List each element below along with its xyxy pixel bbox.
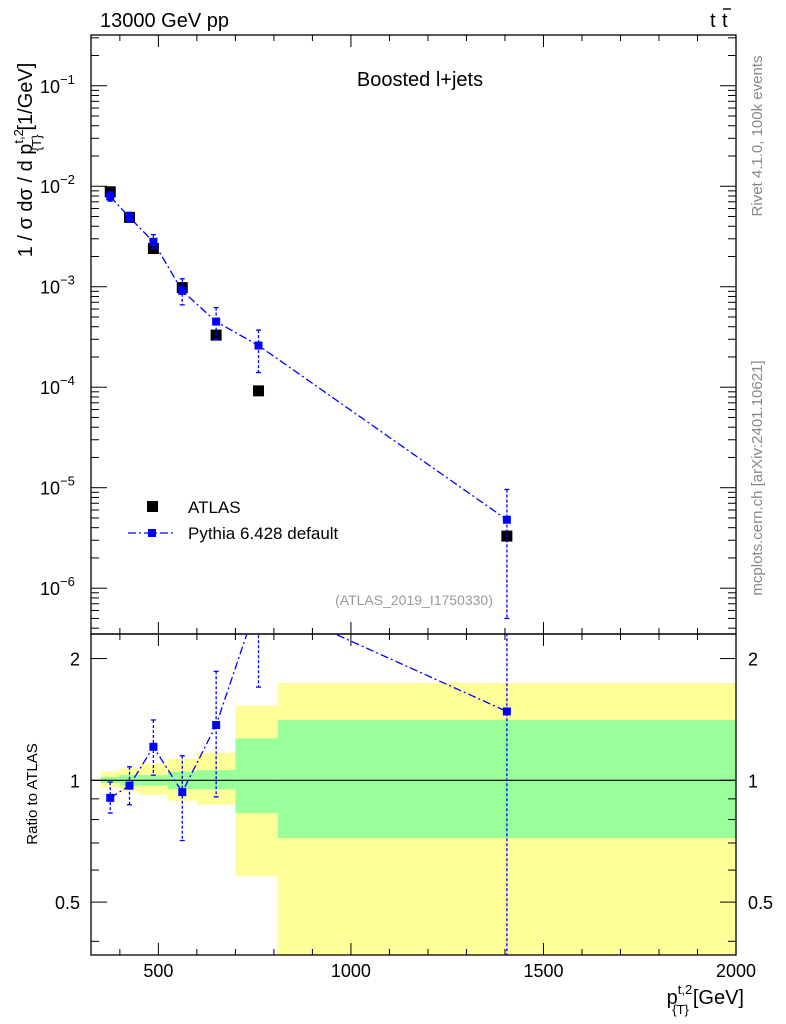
ratio-y-axis-title: Ratio to ATLAS bbox=[24, 743, 41, 844]
chart-title: Boosted l+jets bbox=[357, 69, 483, 91]
y-tick-label: 10−1 bbox=[40, 72, 75, 97]
collision-label: 13000 GeV pp bbox=[100, 10, 229, 32]
ratio-y-tick-label: 0.5 bbox=[55, 893, 80, 913]
y-axis-title-sup: t,2 bbox=[11, 129, 26, 143]
y-axis-title-sub: {T} bbox=[29, 134, 44, 151]
y-ticks bbox=[91, 37, 736, 629]
y-tick-base: 10 bbox=[40, 579, 60, 599]
rivet-label: Rivet 4.1.0, 100k events bbox=[749, 56, 766, 217]
y-axis-title-main: 1 / σ dσ / d p bbox=[15, 144, 37, 258]
y-tick-base: 10 bbox=[40, 278, 60, 298]
process-label-tbar: t bbox=[722, 10, 728, 32]
ratio-y-tick-label: 2 bbox=[70, 650, 80, 670]
y-tick-label: 10−3 bbox=[40, 273, 75, 298]
x-axis-title-symbol: p bbox=[667, 987, 678, 1009]
y-tick-label: 10−2 bbox=[40, 172, 75, 197]
pythia-line bbox=[109, 196, 508, 521]
legend-pythia-marker bbox=[148, 529, 156, 537]
y-tick-label: 10−4 bbox=[40, 373, 75, 398]
ratio-pythia-point bbox=[149, 742, 158, 751]
process-label-t: t bbox=[710, 10, 716, 32]
ratio-band-inner bbox=[196, 770, 236, 790]
ratio-band-inner bbox=[235, 738, 278, 814]
legend-atlas-label: ATLAS bbox=[188, 498, 241, 517]
x-tick-label: 1000 bbox=[331, 961, 371, 981]
pythia-point bbox=[106, 192, 115, 201]
pythia-point bbox=[254, 341, 263, 350]
y-axis-title-unit: [1/GeV] bbox=[15, 63, 37, 131]
ratio-bands bbox=[100, 683, 736, 955]
ratio-frame bbox=[90, 633, 737, 956]
ratio-pythia-point bbox=[106, 793, 115, 802]
x-axis-title-sub: {T} bbox=[672, 1002, 689, 1017]
ratio-y-tick-label-right: 1 bbox=[748, 771, 758, 791]
x-tick-label: 1500 bbox=[523, 961, 563, 981]
y-tick-base: 10 bbox=[40, 177, 60, 197]
y-axis-title: 1 / σ dσ / d pt,2 {T} [1/GeV] bbox=[11, 63, 44, 258]
y-tick-exponent: −5 bbox=[60, 474, 75, 489]
legend-atlas-marker bbox=[147, 501, 158, 512]
pythia-point bbox=[125, 213, 134, 222]
ratio-pythia-point bbox=[178, 788, 187, 797]
legend: ATLAS Pythia 6.428 default bbox=[128, 498, 339, 543]
y-tick-base: 10 bbox=[40, 77, 60, 97]
y-tick-label: 10−6 bbox=[40, 574, 75, 599]
ratio-panel: 500 1000 1500 2000 0.5 0.5 1 1 2 2 bbox=[55, 35, 773, 981]
y-tick-label: 10−5 bbox=[40, 474, 75, 499]
x-tick-label: 2000 bbox=[716, 961, 756, 981]
y-tick-exponent: −1 bbox=[60, 72, 75, 87]
x-tick-label: 500 bbox=[143, 961, 173, 981]
y-tick-exponent: −6 bbox=[60, 574, 75, 589]
ratio-pythia-point bbox=[212, 721, 221, 730]
main-data bbox=[104, 186, 513, 620]
y-tick-exponent: −4 bbox=[60, 373, 75, 388]
y-tick-base: 10 bbox=[40, 479, 60, 499]
x-axis-title: pt,2 {T} [GeV] bbox=[667, 982, 744, 1017]
legend-pythia-label: Pythia 6.428 default bbox=[188, 524, 339, 543]
atlas-point bbox=[253, 385, 265, 397]
y-tick-base: 10 bbox=[40, 378, 60, 398]
ratio-data bbox=[106, 595, 511, 955]
ratio-y-ticks bbox=[91, 658, 736, 942]
pythia-point bbox=[502, 515, 511, 524]
ratio-pythia-point bbox=[255, 595, 263, 603]
main-frame bbox=[90, 34, 737, 635]
ratio-y-tick-label-right: 0.5 bbox=[748, 893, 773, 913]
pythia-point bbox=[178, 286, 187, 295]
x-axis-title-sup: t,2 bbox=[678, 982, 692, 997]
ratio-pythia-point bbox=[125, 781, 134, 790]
ratio-y-tick-label-right: 2 bbox=[748, 650, 758, 670]
x-axis-title-unit: [GeV] bbox=[693, 987, 744, 1009]
ratio-y-tick-label: 1 bbox=[70, 771, 80, 791]
pythia-point bbox=[212, 317, 221, 326]
y-tick-exponent: −2 bbox=[60, 172, 75, 187]
ratio-pythia-point bbox=[502, 707, 511, 716]
pythia-point bbox=[149, 237, 158, 246]
analysis-id-label: (ATLAS_2019_I1750330) bbox=[335, 592, 493, 608]
mcplots-label: mcplots.cern.ch [arXiv:2401.10621] bbox=[749, 360, 766, 595]
process-label: t t bbox=[710, 8, 731, 32]
x-ticks bbox=[119, 35, 737, 955]
y-tick-exponent: −3 bbox=[60, 273, 75, 288]
